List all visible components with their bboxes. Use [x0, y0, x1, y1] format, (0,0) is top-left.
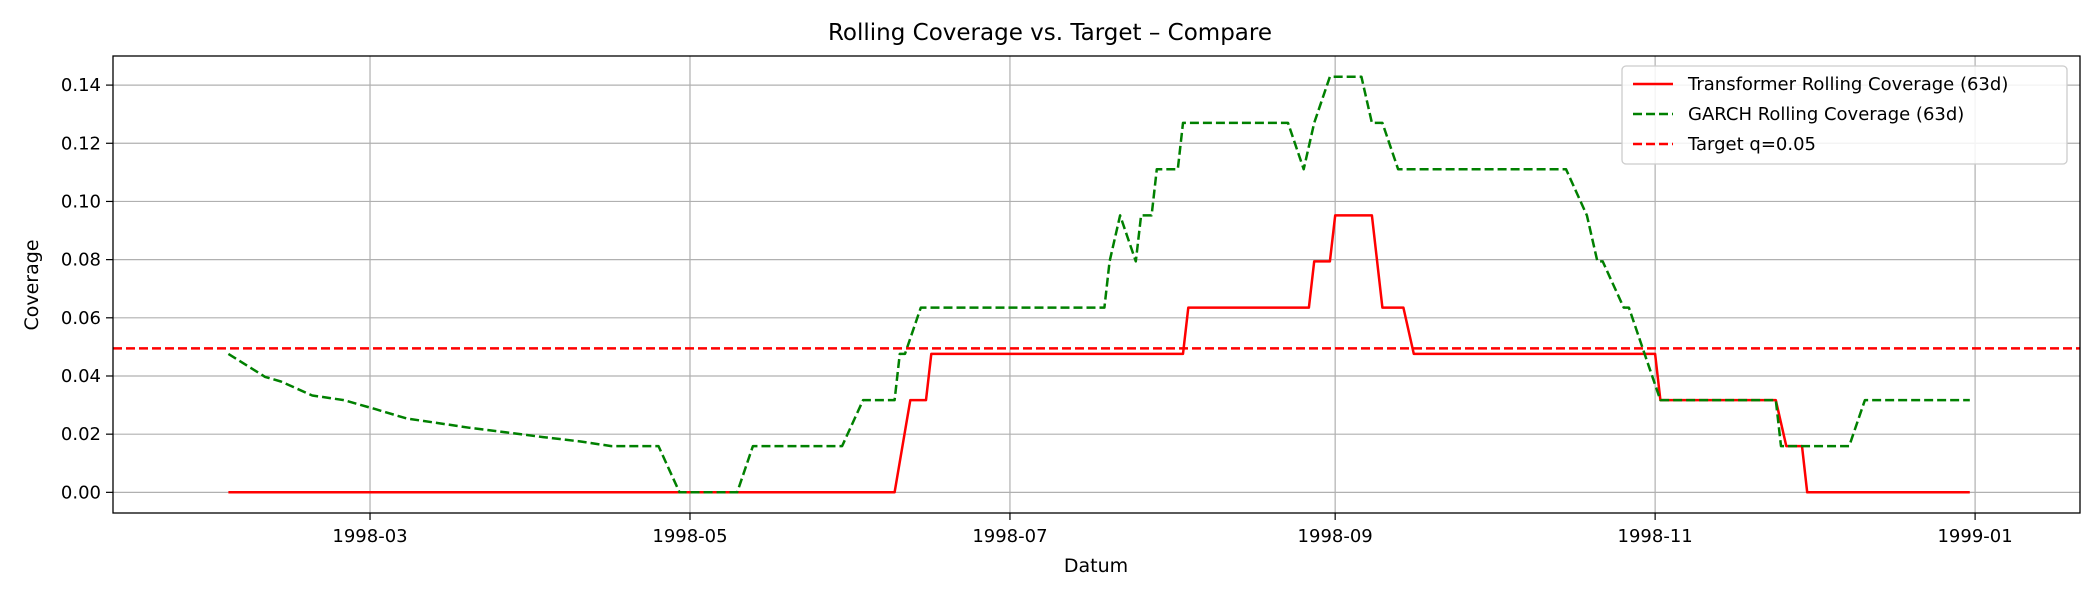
legend-box: [1621, 65, 2068, 165]
y-tick-label: 0.08: [61, 250, 101, 271]
plot-frame: [112, 55, 2081, 514]
x-tick-label: 1998-05: [652, 526, 727, 547]
x-tick-label: 1998-07: [972, 526, 1047, 547]
legend-label-target: Target q=0.05: [1687, 134, 1816, 155]
legend-label-garch: GARCH Rolling Coverage (63d): [1688, 104, 1964, 125]
y-tick-label: 0.04: [61, 366, 101, 387]
y-tick-label: 0.06: [61, 308, 101, 329]
x-axis-label: Datum: [1064, 555, 1128, 577]
legend-label-transformer: Transformer Rolling Coverage (63d): [1687, 74, 2008, 95]
legend: Transformer Rolling Coverage (63d) GARCH…: [1621, 65, 2068, 165]
plot-area: [113, 75, 2080, 494]
x-tick-label: 1998-11: [1618, 526, 1693, 547]
y-tick-label: 0.14: [61, 75, 101, 96]
x-tick-label: 1999-01: [1937, 526, 2012, 547]
axis-ticks: 1998-03 1998-05 1998-07 1998-09 1998-11 1999-…: [61, 75, 2013, 547]
series-line-transformer-rolling-coverage-63d-: [228, 214, 1970, 494]
chart-title: Rolling Coverage vs. Target – Compare: [828, 20, 1272, 46]
series-line-garch-rolling-coverage-63d-: [227, 75, 1970, 494]
y-tick-label: 0.00: [61, 482, 101, 503]
y-tick-label: 0.10: [61, 191, 101, 212]
grid: [113, 56, 2080, 513]
x-tick-label: 1998-03: [332, 526, 407, 547]
y-axis-label: Coverage: [21, 239, 43, 330]
y-tick-label: 0.12: [61, 133, 101, 154]
x-tick-label: 1998-09: [1298, 526, 1373, 547]
y-tick-label: 0.02: [61, 424, 101, 445]
